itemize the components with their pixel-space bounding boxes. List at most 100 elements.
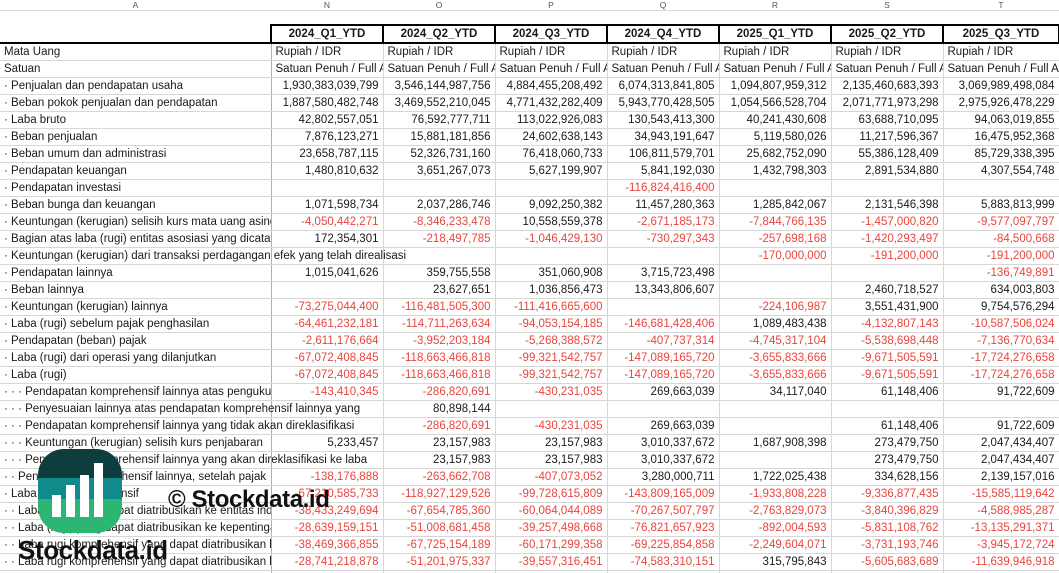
cell-value[interactable] [830,178,944,197]
cell-value[interactable]: 1,722,025,438 [718,467,832,486]
cell-value[interactable] [270,280,384,299]
table-row[interactable]: · · · Pendapatan komprehensif lainnya ya… [0,416,1059,435]
cell-value[interactable]: 11,457,280,363 [606,195,720,214]
column-letter-r[interactable]: R [719,0,831,11]
cell-value-negative[interactable]: -2,611,176,664 [270,331,384,350]
cell-value-negative[interactable]: -5,538,698,448 [830,331,944,350]
cell-value-negative[interactable]: -99,321,542,757 [494,348,608,367]
cell-value[interactable]: 269,663,039 [606,416,720,435]
cell-value-negative[interactable]: -4,050,442,271 [270,212,384,231]
cell-value-negative[interactable]: -407,737,314 [606,331,720,350]
cell-value-negative[interactable]: -191,200,000 [830,246,944,265]
row-label[interactable]: · Laba (rugi) komprehensif [0,484,272,503]
cell-value-negative[interactable]: -3,945,172,724 [942,535,1059,554]
column-letter-n[interactable]: N [271,0,383,11]
row-label[interactable]: · Keuntungan (kerugian) dari transaksi p… [0,246,406,265]
cell-value-negative[interactable]: -118,927,129,526 [382,484,496,503]
period-header-2025_q3_ytd[interactable]: 2025_Q3_YTD [942,23,1059,44]
cell-value-negative[interactable]: -147,089,165,720 [606,365,720,384]
table-row[interactable]: · Beban pokok penjualan dan pendapatan 1,… [0,93,1059,112]
cell-value-negative[interactable]: -17,724,276,658 [942,365,1059,384]
cell-value-negative[interactable]: -99,321,542,757 [494,365,608,384]
cell-value-negative[interactable]: -67,210,585,733 [270,484,384,503]
cell-value-negative[interactable]: -116,824,416,400 [606,178,720,197]
cell-value-negative[interactable]: -3,840,396,829 [830,501,944,520]
cell-value-negative[interactable]: -147,089,165,720 [606,348,720,367]
cell-value[interactable]: 94,063,019,855 [942,110,1059,129]
cell-value-negative[interactable]: -2,671,185,173 [606,212,720,231]
row-label[interactable]: · Beban penjualan [0,127,272,146]
cell-value[interactable]: 3,551,431,900 [830,297,944,316]
cell-value-negative[interactable]: -64,461,232,181 [270,314,384,333]
row-label[interactable]: · · Pendapatan komprehensif lainnya, set… [0,467,272,486]
cell-value[interactable]: 5,119,580,026 [718,127,832,146]
row-label[interactable]: · · Laba (rugi) yang dapat diatribusikan… [0,501,272,520]
cell-value[interactable] [718,178,832,197]
cell-value-negative[interactable]: -1,420,293,497 [830,229,944,248]
cell-value-negative[interactable]: -11,639,946,918 [942,552,1059,571]
row-label[interactable]: · Laba (rugi) sebelum pajak penghasilan [0,314,272,333]
cell-value-negative[interactable]: -116,481,505,300 [382,297,496,316]
cell-value-negative[interactable]: -407,073,052 [494,467,608,486]
cell-value-negative[interactable]: -69,225,854,858 [606,535,720,554]
table-row[interactable]: · Keuntungan (kerugian) lainnya -73,275,0… [0,297,1059,316]
cell-value[interactable]: 5,943,770,428,505 [606,93,720,112]
cell-value[interactable]: 9,092,250,382 [494,195,608,214]
cell-value[interactable]: 634,003,803 [942,280,1059,299]
cell-value-negative[interactable]: -143,809,165,009 [606,484,720,503]
row-label[interactable]: · · · Pendapatan komprehensif lainnya at… [0,382,272,401]
row-label[interactable]: · Penjualan dan pendapatan usaha [0,76,272,95]
row-label[interactable]: · · Laba rugi komprehensif yang dapat di… [0,535,272,554]
cell-value[interactable]: 61,148,406 [830,416,944,435]
cell-value[interactable] [382,178,496,197]
table-row[interactable]: · Laba (rugi) dari operasi yang dilanjut… [0,348,1059,367]
cell-value[interactable]: 9,754,576,294 [942,297,1059,316]
cell-value[interactable]: 334,628,156 [830,467,944,486]
cell-value[interactable]: 3,715,723,498 [606,263,720,282]
cell-value-negative[interactable]: -9,671,505,591 [830,365,944,384]
cell-value-negative[interactable]: -84,500,668 [942,229,1059,248]
table-row[interactable]: · Laba (rugi) sebelum pajak penghasilan -… [0,314,1059,333]
cell-value[interactable] [494,399,608,418]
cell-value-negative[interactable]: -3,952,203,184 [382,331,496,350]
cell-value-negative[interactable]: -2,249,604,071 [718,535,832,554]
cell-value-negative[interactable]: -38,433,249,694 [270,501,384,520]
cell-value-negative[interactable]: -4,745,317,104 [718,331,832,350]
cell-value-negative[interactable]: -7,136,770,634 [942,331,1059,350]
cell-value[interactable] [830,399,944,418]
table-row[interactable]: · Pendapatan (beban) pajak -2,611,176,664… [0,331,1059,350]
table-row[interactable]: · Laba (rugi) -67,072,408,845 -118,663,466… [0,365,1059,384]
cell-value[interactable]: 2,460,718,527 [830,280,944,299]
row-label[interactable]: · Pendapatan lainnya [0,263,272,282]
cell-value-negative[interactable]: -67,072,408,845 [270,348,384,367]
cell-value-negative[interactable]: -118,663,466,818 [382,348,496,367]
cell-value-negative[interactable]: -99,728,615,809 [494,484,608,503]
cell-value[interactable]: 42,802,557,051 [270,110,384,129]
row-label[interactable]: · Pendapatan (beban) pajak [0,331,272,350]
cell-value[interactable]: 106,811,579,701 [606,144,720,163]
cell-value[interactable]: 23,627,651 [382,280,496,299]
cell-value[interactable]: 91,722,609 [942,416,1059,435]
cell-value[interactable] [718,399,832,418]
cell-value[interactable]: 63,688,710,095 [830,110,944,129]
cell-value-negative[interactable]: -60,171,299,358 [494,535,608,554]
cell-value[interactable] [494,246,608,265]
cell-value[interactable]: 5,883,813,999 [942,195,1059,214]
cell-value-negative[interactable]: -114,711,263,634 [382,314,496,333]
cell-value[interactable]: 7,876,123,271 [270,127,384,146]
cell-value[interactable]: 5,233,457 [270,433,384,452]
cell-value-negative[interactable]: -138,176,888 [270,467,384,486]
column-letter-o[interactable]: O [383,0,495,11]
column-letter-p[interactable]: P [495,0,607,11]
table-row[interactable]: · · Laba rugi komprehensif yang dapat di… [0,535,1059,554]
cell-value[interactable]: 359,755,558 [382,263,496,282]
cell-value-negative[interactable]: -191,200,000 [942,246,1059,265]
cell-value-negative[interactable]: -9,336,877,435 [830,484,944,503]
cell-value-negative[interactable]: -73,275,044,400 [270,297,384,316]
cell-value[interactable] [718,280,832,299]
row-label[interactable]: · Pendapatan investasi [0,178,272,197]
cell-value[interactable] [494,178,608,197]
cell-value-negative[interactable]: -76,821,657,923 [606,518,720,537]
cell-value[interactable]: 85,729,338,395 [942,144,1059,163]
table-row[interactable]: · Keuntungan (kerugian) selisih kurs mat… [0,212,1059,231]
